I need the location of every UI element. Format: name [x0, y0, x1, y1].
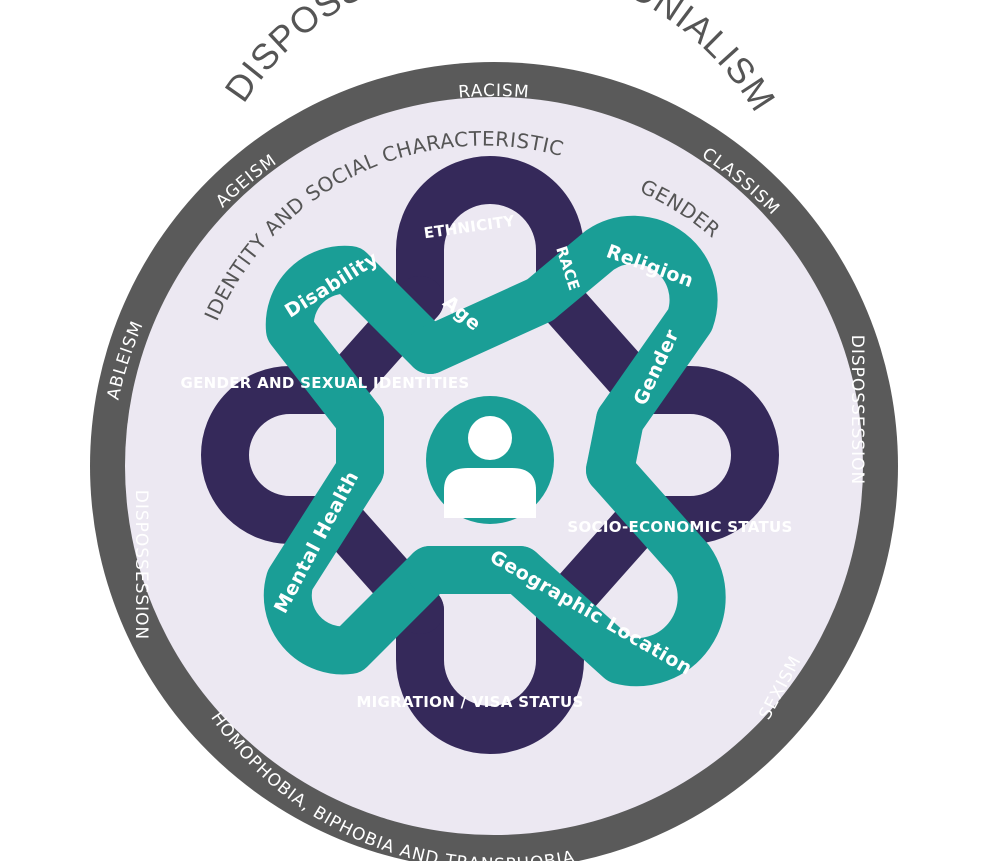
label-gender-sexual-identities: GENDER AND SEXUAL IDENTITIES [180, 374, 469, 392]
teal-loops [263, 215, 726, 687]
outer-label-racism: RACISM [458, 81, 531, 103]
label-socio-economic-status: SOCIO-ECONOMIC STATUS [567, 518, 792, 536]
purple-loop-top [396, 156, 584, 324]
teal-loop-top-right [516, 215, 718, 444]
label-migration-visa-status: MIGRATION / VISA STATUS [356, 693, 583, 711]
person-icon [426, 396, 554, 524]
teal-loop-bottom-right [496, 446, 726, 687]
outer-label-dispossession-left: DISPOSSESSION [131, 490, 151, 641]
teal-loop-top-left [265, 245, 454, 444]
purple-loop-left [201, 366, 364, 544]
purple-loop-bottom [396, 586, 584, 754]
outer-label-dispossession-right: DISPOSSESSION [847, 335, 867, 486]
purple-loop-right [616, 366, 779, 544]
teal-loop-bottom-left [263, 446, 454, 675]
